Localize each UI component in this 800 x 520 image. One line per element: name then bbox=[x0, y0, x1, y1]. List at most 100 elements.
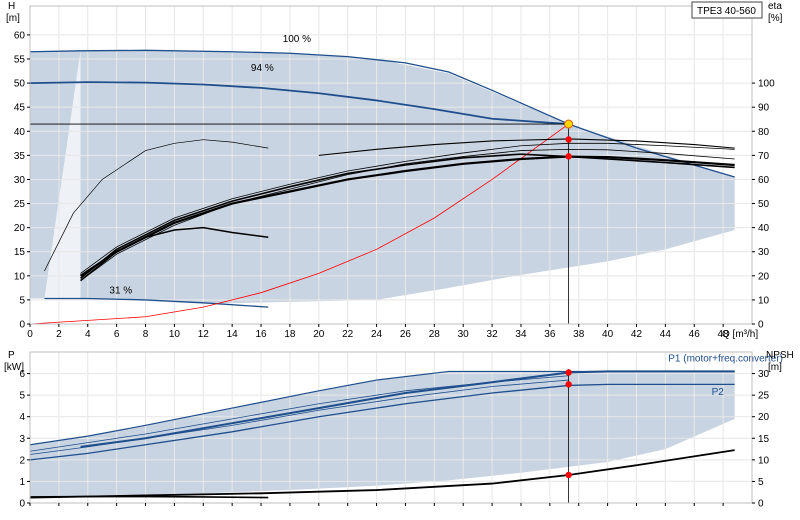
top-x-title: Q [m³/h] bbox=[722, 329, 758, 340]
x-tick-label: 24 bbox=[371, 329, 383, 340]
y-right-tick-label: 90 bbox=[758, 103, 770, 114]
duty-point bbox=[565, 381, 572, 388]
y-tick-label: 15 bbox=[14, 247, 26, 258]
duty-point bbox=[565, 153, 572, 160]
y-tick-label: 25 bbox=[14, 199, 26, 210]
curve-label: P2 bbox=[712, 387, 725, 398]
y-right-tick-label: 10 bbox=[758, 455, 770, 466]
bottom-panel-curves: P1 (motor+freq.converter) P2 bbox=[29, 354, 783, 503]
curve-label: 94 % bbox=[251, 63, 274, 74]
x-tick-label: 34 bbox=[515, 329, 527, 340]
curve-p2_thin bbox=[29, 379, 569, 455]
y-right-tick-label: 80 bbox=[758, 127, 770, 138]
model-label: TPE3 40-560 bbox=[697, 6, 756, 17]
x-tick-label: 30 bbox=[458, 329, 470, 340]
y-right-tick-label: 70 bbox=[758, 151, 770, 162]
operating-envelope bbox=[30, 371, 735, 498]
x-tick-label: 2 bbox=[56, 329, 62, 340]
curve-h94 bbox=[29, 81, 569, 125]
curve-sysline bbox=[29, 123, 569, 325]
curve-eta_bold_b bbox=[80, 153, 735, 279]
y-right-tick-label: 15 bbox=[758, 434, 770, 445]
y-right-tick-label: 0 bbox=[758, 499, 764, 510]
top-panel-axes: 0510152025303540455055600102030405060708… bbox=[14, 5, 775, 340]
bottom-y-right-title: NPSH bbox=[766, 350, 794, 361]
x-tick-label: 40 bbox=[602, 329, 614, 340]
y-right-tick-label: 40 bbox=[758, 223, 770, 234]
x-tick-label: 6 bbox=[114, 329, 120, 340]
curve-eta_upper bbox=[318, 138, 735, 156]
curve-label: 100 % bbox=[283, 34, 311, 45]
x-tick-label: 0 bbox=[27, 329, 33, 340]
x-tick-label: 22 bbox=[342, 329, 354, 340]
x-tick-label: 48 bbox=[718, 329, 730, 340]
top-y-right-unit: [%] bbox=[768, 13, 783, 24]
curve-eta_main bbox=[79, 155, 735, 277]
y-right-tick-label: 20 bbox=[758, 412, 770, 423]
y-tick-label: 45 bbox=[14, 103, 26, 114]
y-tick-label: 5 bbox=[19, 295, 25, 306]
y-right-tick-label: 25 bbox=[758, 391, 770, 402]
x-tick-label: 32 bbox=[487, 329, 499, 340]
x-tick-label: 26 bbox=[400, 329, 412, 340]
curve-eta_thin1 bbox=[80, 148, 735, 281]
duty-point bbox=[565, 471, 572, 479]
curve-eta_thin_top bbox=[44, 139, 269, 272]
y-tick-label: 0 bbox=[19, 499, 25, 510]
bottom-y-left-unit: [kW] bbox=[4, 362, 24, 373]
y-right-tick-label: 20 bbox=[758, 271, 770, 282]
curve-p1 bbox=[80, 370, 735, 448]
top-y-left-unit: [m] bbox=[6, 13, 20, 24]
y-tick-label: 1 bbox=[19, 477, 25, 488]
y-tick-label: 20 bbox=[14, 223, 26, 234]
bottom-y-right-unit: [m] bbox=[768, 362, 782, 373]
curve-npsh bbox=[29, 449, 735, 499]
operating-envelope bbox=[30, 50, 735, 304]
bottom-panel-grid bbox=[30, 352, 752, 503]
y-right-tick-label: 5 bbox=[758, 477, 764, 488]
plot-frame bbox=[29, 5, 753, 325]
curve-h31 bbox=[44, 297, 269, 308]
model-label-box bbox=[691, 1, 763, 19]
curve-eta_thin2 bbox=[80, 142, 735, 274]
y-right-tick-label: 30 bbox=[758, 247, 770, 258]
top-y-left-title: H bbox=[8, 1, 15, 12]
curve-p2 bbox=[29, 383, 735, 461]
y-tick-label: 5 bbox=[19, 391, 25, 402]
x-tick-label: 14 bbox=[227, 329, 239, 340]
bottom-y-left-title: P bbox=[8, 350, 15, 361]
bottom-panel-fills bbox=[30, 352, 752, 503]
curve-eta_low1 bbox=[80, 226, 269, 282]
x-tick-label: 38 bbox=[573, 329, 585, 340]
y-tick-label: 10 bbox=[14, 271, 26, 282]
curve-p1_thin bbox=[29, 375, 569, 452]
duty-point bbox=[564, 119, 574, 129]
y-right-tick-label: 100 bbox=[758, 79, 775, 90]
x-tick-label: 12 bbox=[198, 329, 210, 340]
y-tick-label: 50 bbox=[14, 79, 26, 90]
x-tick-label: 44 bbox=[660, 329, 672, 340]
y-tick-label: 40 bbox=[14, 127, 26, 138]
top-panel-curves: 100 % 94 % 31 % bbox=[29, 34, 735, 325]
y-tick-label: 30 bbox=[14, 175, 26, 186]
x-tick-label: 4 bbox=[85, 329, 91, 340]
y-right-tick-label: 60 bbox=[758, 175, 770, 186]
curve-h100 bbox=[29, 49, 735, 178]
x-tick-label: 42 bbox=[631, 329, 643, 340]
duty-point bbox=[565, 136, 572, 143]
x-tick-label: 28 bbox=[429, 329, 441, 340]
x-tick-label: 8 bbox=[143, 329, 149, 340]
y-tick-label: 6 bbox=[19, 369, 25, 380]
curve-label: P1 (motor+freq.converter) bbox=[668, 354, 783, 365]
envelope-wedge bbox=[44, 50, 81, 299]
y-tick-label: 0 bbox=[19, 320, 25, 331]
top-y-right-title: eta bbox=[768, 1, 782, 12]
bottom-panel-axes: 0 1 2 3 4 5 6 0 5 10 15 20 25 30 bbox=[19, 351, 770, 510]
y-tick-label: 55 bbox=[14, 55, 26, 66]
y-right-tick-label: 50 bbox=[758, 199, 770, 210]
x-tick-label: 16 bbox=[255, 329, 267, 340]
y-tick-label: 4 bbox=[19, 412, 25, 423]
x-tick-label: 46 bbox=[689, 329, 701, 340]
y-tick-label: 60 bbox=[14, 30, 26, 41]
x-tick-label: 36 bbox=[544, 329, 556, 340]
